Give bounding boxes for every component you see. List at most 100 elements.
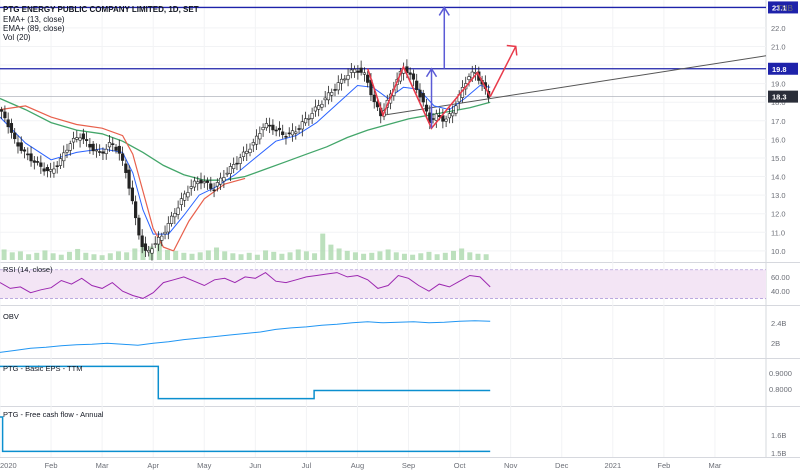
candle-body bbox=[241, 151, 246, 157]
height-arrow-head bbox=[425, 67, 438, 78]
candle-body bbox=[160, 235, 164, 241]
candle-body bbox=[183, 193, 187, 201]
volume-bar bbox=[246, 252, 252, 260]
candle-body bbox=[29, 153, 33, 162]
candle-body bbox=[94, 149, 99, 152]
indicator-label-ema-fast[interactable]: EMA+ (13, close) bbox=[3, 15, 65, 24]
x-tick-label: May bbox=[197, 461, 211, 470]
candle-body bbox=[411, 73, 416, 80]
fcf-title[interactable]: PTG - Free cash flow - Annual bbox=[3, 410, 104, 419]
x-tick-label: 2021 bbox=[604, 461, 621, 470]
candle-body bbox=[415, 80, 419, 91]
candle-body bbox=[71, 137, 76, 143]
candle-body bbox=[281, 131, 285, 136]
candle-body bbox=[444, 118, 448, 122]
eps-title[interactable]: PTG - Basic EPS - TTM bbox=[3, 364, 82, 373]
volume-bar bbox=[197, 252, 203, 260]
candle-body bbox=[58, 158, 63, 166]
candle-body bbox=[45, 167, 49, 172]
indicator-label-volume[interactable]: Vol (20) bbox=[3, 33, 31, 42]
candle-body bbox=[6, 119, 10, 128]
volume-bar bbox=[230, 253, 236, 260]
trendline bbox=[382, 55, 767, 116]
breakout-arrow-head bbox=[506, 44, 518, 56]
candle-body bbox=[261, 127, 265, 131]
volume-bar bbox=[124, 252, 130, 260]
volume-bar bbox=[99, 255, 105, 260]
rsi-line bbox=[0, 271, 491, 299]
x-tick-label: Nov bbox=[504, 461, 518, 470]
candle-body bbox=[454, 105, 458, 114]
candle-body bbox=[424, 104, 429, 112]
volume-bar bbox=[34, 252, 40, 260]
volume-bar bbox=[263, 250, 269, 260]
candle-body bbox=[26, 153, 30, 156]
volume-bar bbox=[483, 254, 489, 260]
candle-body bbox=[9, 123, 14, 133]
y-tick-label: 22.0 bbox=[771, 24, 786, 33]
eps-step-line bbox=[0, 365, 491, 400]
fcf-tick-label: 1.6B bbox=[771, 431, 786, 440]
rsi-tick-label: 60.00 bbox=[771, 273, 790, 282]
volume-bar bbox=[328, 244, 334, 260]
volume-bar bbox=[50, 253, 56, 260]
y-tick-label: 15.0 bbox=[771, 154, 786, 163]
y-tick-label: 12.0 bbox=[771, 210, 786, 219]
candle-body bbox=[199, 179, 203, 184]
candle-body bbox=[205, 180, 210, 183]
y-tick-label: 17.0 bbox=[771, 117, 786, 126]
volume-bar bbox=[352, 252, 358, 260]
candle-body bbox=[65, 149, 69, 153]
target-arrow-head bbox=[438, 6, 450, 16]
candle-body bbox=[303, 118, 308, 124]
candle-body bbox=[330, 92, 334, 96]
y-tick-label: 10.0 bbox=[771, 247, 786, 256]
price-level-label: 19.8 bbox=[772, 65, 787, 74]
fcf-tick-label: 1.5B bbox=[771, 449, 786, 458]
volume-bar bbox=[271, 251, 277, 260]
candle-body bbox=[35, 161, 40, 163]
candle-body bbox=[408, 72, 412, 75]
candle-body bbox=[179, 198, 183, 205]
candle-body bbox=[117, 145, 121, 154]
y-tick-label: 13.0 bbox=[771, 191, 786, 200]
candle-body bbox=[78, 137, 82, 141]
candle-body bbox=[111, 143, 115, 145]
candle-body bbox=[186, 192, 190, 198]
obv-title[interactable]: OBV bbox=[3, 312, 19, 321]
candle-body bbox=[166, 223, 170, 233]
candle-body bbox=[32, 160, 36, 163]
volume-bar bbox=[450, 250, 456, 260]
volume-bar bbox=[205, 250, 211, 260]
candle-body bbox=[124, 163, 128, 173]
volume-bar bbox=[426, 251, 432, 260]
candle-body bbox=[101, 151, 105, 154]
indicator-label-ema-slow[interactable]: EMA+ (89, close) bbox=[3, 24, 65, 33]
candle-body bbox=[91, 143, 95, 152]
volume-bar bbox=[377, 251, 383, 260]
candle-body bbox=[356, 70, 360, 73]
candle-body bbox=[147, 249, 151, 253]
volume-bar bbox=[459, 248, 465, 260]
eps-tick-label: 0.9000 bbox=[769, 369, 792, 378]
candle-body bbox=[107, 142, 112, 148]
candle-body bbox=[62, 152, 66, 162]
candle-body bbox=[3, 111, 7, 119]
volume-bar bbox=[287, 252, 293, 260]
candle-body bbox=[232, 164, 236, 169]
volume-bar bbox=[467, 252, 473, 260]
volume-bar bbox=[140, 243, 146, 260]
rsi-band bbox=[0, 269, 766, 299]
price-level-label: 23.1 bbox=[772, 3, 787, 12]
volume-bar bbox=[115, 251, 121, 260]
eps-tick-label: 0.8000 bbox=[769, 385, 792, 394]
candle-body bbox=[271, 124, 275, 131]
volume-bar bbox=[17, 251, 23, 260]
candle-body bbox=[447, 113, 451, 119]
candle-body bbox=[163, 231, 167, 235]
volume-bar bbox=[238, 254, 244, 260]
candle-body bbox=[222, 177, 226, 182]
rsi-title[interactable]: RSI (14, close) bbox=[3, 265, 53, 274]
candle-body bbox=[451, 112, 455, 117]
